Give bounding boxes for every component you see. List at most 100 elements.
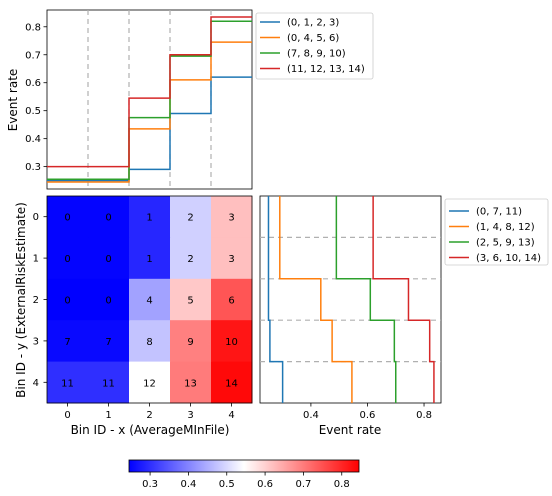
heatmap-cell-label: 7: [64, 337, 70, 348]
top-event-rate-panel: 0.3 0.4 0.5 0.6 0.7 0.8 Event rate (0, 1, 2, …: [6, 9, 374, 190]
heatmap-cell: [88, 320, 130, 363]
top-ytick-label: 0.4: [25, 134, 41, 145]
colorbar-tick-label: 0.6: [257, 479, 273, 490]
heatmap-cell: [47, 237, 89, 280]
heatmap-ytick-label: 4: [33, 378, 39, 389]
right-legend-label: (1, 4, 8, 12): [476, 222, 535, 233]
colorbar-tick-label: 0.3: [142, 479, 158, 490]
heatmap-cell: [170, 237, 212, 280]
heatmap-cell-label: 10: [225, 337, 238, 348]
right-legend-frame: [444, 198, 549, 266]
heatmap-cell: [129, 196, 171, 238]
heatmap-xtick-label: 2: [146, 410, 152, 421]
heatmap-ytick-label: 0: [33, 212, 39, 223]
right-legend: (0, 7, 11) (1, 4, 8, 12) (2, 5, 9, 13) (3, …: [444, 198, 549, 266]
top-ytick-label: 0.6: [25, 78, 41, 89]
heatmap-cell-label: 11: [61, 378, 74, 389]
heatmap-ytick-label: 1: [33, 254, 39, 265]
heatmap-cell-label: 0: [64, 296, 70, 307]
heatmap-cell-label: 0: [105, 296, 111, 307]
heatmap-cell: [129, 361, 171, 404]
right-panel-frame: [259, 195, 442, 404]
top-legend-label: (0, 4, 5, 6): [287, 33, 339, 44]
top-legend-frame: [255, 12, 374, 80]
top-ylabel: Event rate: [6, 69, 20, 132]
right-legend-label: (0, 7, 11): [476, 207, 522, 218]
heatmap-cell-label: 1: [146, 254, 152, 265]
right-legend-label: (2, 5, 9, 13): [476, 238, 535, 249]
top-ytick-label: 0.8: [25, 22, 41, 33]
heatmap-cell-label: 0: [64, 254, 70, 265]
heatmap-cell-label: 3: [228, 254, 234, 265]
top-ytick-label: 0.7: [25, 50, 41, 61]
heatmap-cell-label: 13: [184, 378, 197, 389]
heatmap-cell: [211, 361, 253, 404]
heatmap-cell: [88, 361, 130, 404]
heatmap-cell-label: 14: [225, 378, 238, 389]
heatmap-xtick-label: 3: [187, 410, 193, 421]
heatmap-cell-label: 0: [105, 213, 111, 224]
heatmap-xtick-label: 0: [64, 410, 70, 421]
right-xlabel: Event rate: [319, 423, 382, 437]
right-xtick-label: 0.6: [360, 410, 376, 421]
colorbar-tick-label: 0.4: [180, 479, 196, 490]
heatmap-cell: [170, 361, 212, 404]
heatmap-cell-label: 3: [228, 213, 234, 224]
heatmap-cell-label: 12: [143, 378, 156, 389]
heatmap-cell: [211, 320, 253, 363]
heatmap-cell-label: 4: [146, 296, 152, 307]
top-legend: (0, 1, 2, 3) (0, 4, 5, 6) (7, 8, 9, 10) (11…: [255, 12, 374, 80]
heatmap-cell: [211, 196, 253, 238]
heatmap-cell: [170, 320, 212, 363]
heatmap-xtick-label: 1: [105, 410, 111, 421]
heatmap-cell: [211, 278, 253, 321]
heatmap-cell-label: 5: [187, 296, 193, 307]
heatmap-cell: [170, 278, 212, 321]
top-series-line: [47, 76, 252, 182]
top-legend-label: (11, 12, 13, 14): [287, 64, 365, 75]
heatmap-cell-label: 7: [105, 337, 111, 348]
colorbar-tick-label: 0.7: [295, 479, 311, 490]
right-series-line: [372, 196, 435, 403]
colorbar-tick-label: 0.5: [219, 479, 235, 490]
heatmap-cell-label: 11: [102, 378, 115, 389]
top-ytick-label: 0.3: [25, 162, 41, 173]
heatmap-xtick-label: 4: [228, 410, 234, 421]
colorbar-tick-label: 0.8: [334, 479, 350, 490]
right-legend-label: (3, 6, 10, 14): [476, 253, 541, 264]
top-series-line: [47, 16, 252, 168]
top-legend-label: (0, 1, 2, 3): [287, 18, 339, 29]
right-series-line: [279, 196, 353, 403]
heatmap-ylabel: Bin ID - y (ExternalRiskEstimate): [14, 202, 28, 398]
heatmap-cell: [129, 278, 171, 321]
heatmap-cell: [129, 320, 171, 363]
heatmap-cell: [170, 196, 212, 238]
right-series-line: [335, 196, 397, 403]
heatmap-cell-label: 0: [105, 254, 111, 265]
top-ytick-label: 0.5: [25, 106, 41, 117]
right-event-rate-panel: 0.4 0.6 0.8 Event rate (0, 7, 11) (1, 4, 8,…: [259, 195, 549, 437]
heatmap-cell-label: 2: [187, 254, 193, 265]
top-panel-frame: [46, 9, 253, 190]
heatmap-cell: [47, 196, 89, 238]
heatmap-cell: [88, 237, 130, 280]
colorbar: 0.3 0.4 0.5 0.6 0.7 0.8: [128, 459, 360, 490]
right-series-line: [267, 196, 284, 403]
colorbar-gradient: [128, 459, 360, 473]
heatmap-cell: [47, 320, 89, 363]
heatmap-cell-label: 1: [146, 213, 152, 224]
heatmap-cell: [211, 237, 253, 280]
heatmap-ytick-label: 3: [33, 336, 39, 347]
heatmap-cell-label: 0: [64, 213, 70, 224]
heatmap-cell-label: 6: [228, 296, 234, 307]
heatmap-cell: [88, 278, 130, 321]
right-xtick-label: 0.4: [303, 410, 319, 421]
heatmap-cell-label: 9: [187, 337, 193, 348]
heatmap-cell: [47, 361, 89, 404]
heatmap-ytick-label: 2: [33, 295, 39, 306]
heatmap-cell: [129, 237, 171, 280]
heatmap-cell: [47, 278, 89, 321]
heatmap-cell-label: 2: [187, 213, 193, 224]
